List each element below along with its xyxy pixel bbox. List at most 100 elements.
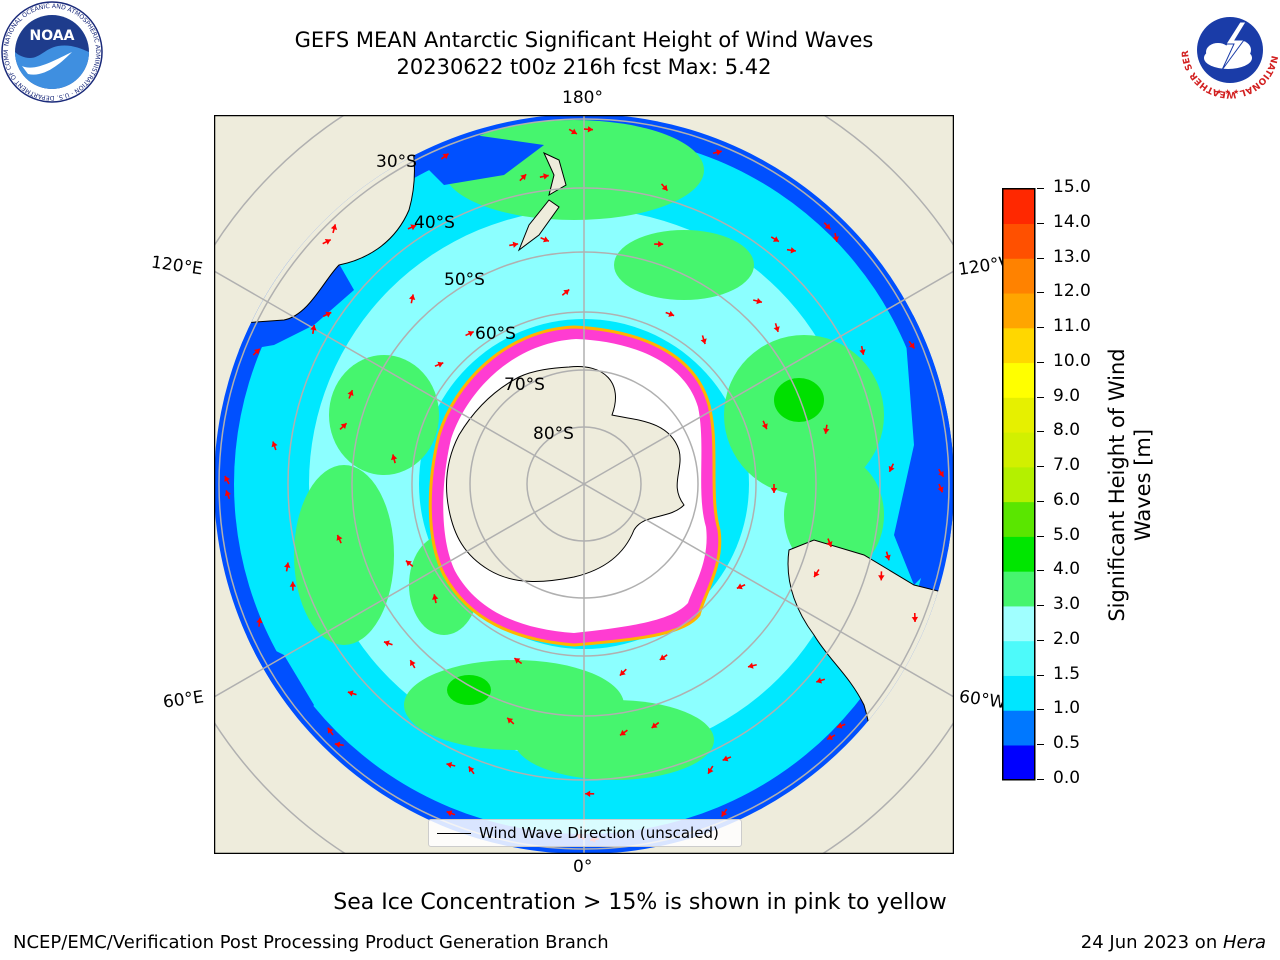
wave-direction-arrowhead — [327, 727, 334, 734]
colorbar-tick-mark — [1037, 188, 1044, 189]
wave-direction-arrowhead — [512, 241, 519, 248]
wave-direction-arrowhead — [832, 236, 839, 242]
wave-direction-arrowhead — [827, 734, 834, 740]
colorbar-tick-mark — [1037, 639, 1044, 641]
wave-direction-arrowhead — [432, 594, 439, 600]
wave-direction-arrowhead — [253, 348, 260, 355]
wave-direction-arrowhead — [324, 239, 331, 245]
wave-direction-arrowhead — [310, 324, 317, 331]
colorbar-tick-label: 15.0 — [1053, 177, 1091, 197]
wave-direction-arrowhead — [859, 349, 866, 355]
wave-direction-arrowhead — [911, 616, 919, 622]
colorbar-tick-mark — [1037, 396, 1044, 398]
legend-label: Wind Wave Direction (unscaled) — [479, 824, 719, 842]
wave-direction-arrowhead — [347, 690, 354, 697]
wave-direction-arrowhead — [543, 236, 549, 243]
wave-direction-arrowhead — [334, 741, 341, 748]
colorbar-segment — [1002, 536, 1035, 572]
wave-direction-arrowhead — [722, 755, 729, 762]
wave-direction-arrowhead — [761, 423, 768, 430]
wave-direction-arrowhead — [256, 617, 263, 624]
colorbar-segment — [1002, 188, 1035, 225]
wave-direction-arrowhead — [716, 149, 722, 156]
wave-direction-arrowhead — [442, 153, 449, 160]
lat-label-60s: 60°S — [475, 324, 516, 344]
wave-direction-arrowhead — [773, 326, 780, 332]
polar-map — [214, 115, 954, 854]
colorbar-tick-label: 13.0 — [1053, 246, 1091, 267]
colorbar-tick-label: 10.0 — [1053, 350, 1091, 371]
wave-direction-arrowhead — [289, 581, 297, 587]
lat-label-80s: 80°S — [533, 424, 574, 444]
lon-label-120e: 120°E — [149, 252, 204, 280]
wave-direction-arrowhead — [410, 224, 417, 231]
wave-direction-arrowhead — [816, 677, 823, 684]
wave-direction-arrowhead — [514, 658, 521, 664]
colorbar-tick-label: 1.5 — [1053, 663, 1081, 684]
colorbar-title: Significant Height of Wind Waves [m] — [1105, 348, 1155, 622]
colorbar-tick-mark — [1037, 222, 1044, 224]
colorbar-segment — [1002, 223, 1035, 259]
wave-direction-arrowhead — [668, 310, 675, 317]
wave-direction-arrowhead — [408, 294, 416, 301]
wave-direction-arrowhead — [659, 654, 666, 660]
wave-direction-arrowhead — [330, 224, 338, 230]
wave-direction-arrowhead — [938, 470, 944, 477]
lat-label-70s: 70°S — [504, 375, 545, 395]
wave-direction-arrowhead — [736, 583, 743, 590]
wave-direction-arrowhead — [619, 669, 626, 676]
colorbar-segment — [1002, 293, 1035, 329]
colorbar-tick-label: 11.0 — [1053, 316, 1091, 337]
wave-direction-arrowhead — [620, 729, 626, 736]
graticule — [214, 115, 954, 854]
colorbar-tick-mark — [1037, 535, 1044, 537]
lon-label-60e: 60°E — [161, 687, 206, 713]
footer-date: 24 Jun 2023 on Hera — [1080, 932, 1266, 953]
colorbar-segment — [1002, 675, 1035, 711]
colorbar-segment — [1002, 466, 1035, 503]
wave-direction-arrowhead — [721, 810, 728, 817]
wave-direction-arrowhead — [437, 361, 444, 368]
wave-direction-arrowhead — [383, 640, 390, 647]
colorbar-tick-mark — [1037, 605, 1044, 607]
colorbar-tick-label: 1.0 — [1053, 698, 1081, 719]
wave-direction-arrowhead — [651, 722, 658, 729]
noaa-logo-text: NOAA — [30, 28, 75, 44]
colorbar-tick-label: 0.5 — [1053, 733, 1081, 754]
colorbar-tick-mark — [1037, 327, 1044, 329]
wave-direction-arrowhead — [772, 236, 779, 242]
wave-direction-arrowhead — [224, 475, 231, 482]
wave-direction-arrowhead — [446, 761, 453, 769]
colorbar-tick-mark — [1037, 431, 1044, 433]
colorbar-segment — [1002, 605, 1035, 642]
colorbar-tick-mark — [1037, 466, 1044, 468]
colorbar-tick-label: 12.0 — [1053, 281, 1091, 302]
lat-label-40s: 40°S — [414, 213, 455, 233]
colorbar-tick-label: 5.0 — [1053, 524, 1081, 545]
wave-direction-arrowhead — [700, 338, 707, 345]
footer-host: Hera — [1222, 932, 1266, 953]
wave-direction-arrowhead — [908, 342, 915, 349]
lon-label-0: 0° — [573, 857, 593, 877]
wave-direction-arrowhead — [878, 575, 885, 581]
legend-line-swatch — [437, 832, 471, 834]
colorbar-segment — [1002, 640, 1035, 676]
wave-direction-arrowhead — [563, 289, 570, 296]
wave-direction-arrowhead — [446, 810, 453, 817]
wave-direction-arrowhead — [224, 490, 231, 497]
wave-direction-arrowhead — [391, 454, 398, 461]
colorbar-tick-label: 9.0 — [1053, 385, 1081, 406]
wave-direction-arrowhead — [770, 488, 778, 493]
wave-direction-arrowhead — [340, 423, 347, 430]
colorbar-segment — [1002, 362, 1035, 398]
colorbar-tick-label: 3.0 — [1053, 594, 1081, 615]
noaa-logo: NATIONAL OCEANIC AND ATMOSPHERIC ADMINIS… — [0, 0, 103, 103]
wave-direction-arrowhead — [585, 790, 591, 798]
colorbar-segment — [1002, 744, 1035, 781]
wave-direction-arrowhead — [520, 174, 527, 181]
wave-direction-arrowhead — [587, 126, 593, 133]
colorbar-segment — [1002, 397, 1035, 433]
wave-direction-arrowhead — [814, 571, 820, 578]
svg-text:★ ★ ★: ★ ★ ★ — [1216, 88, 1239, 96]
wave-direction-arrowhead — [468, 766, 475, 773]
